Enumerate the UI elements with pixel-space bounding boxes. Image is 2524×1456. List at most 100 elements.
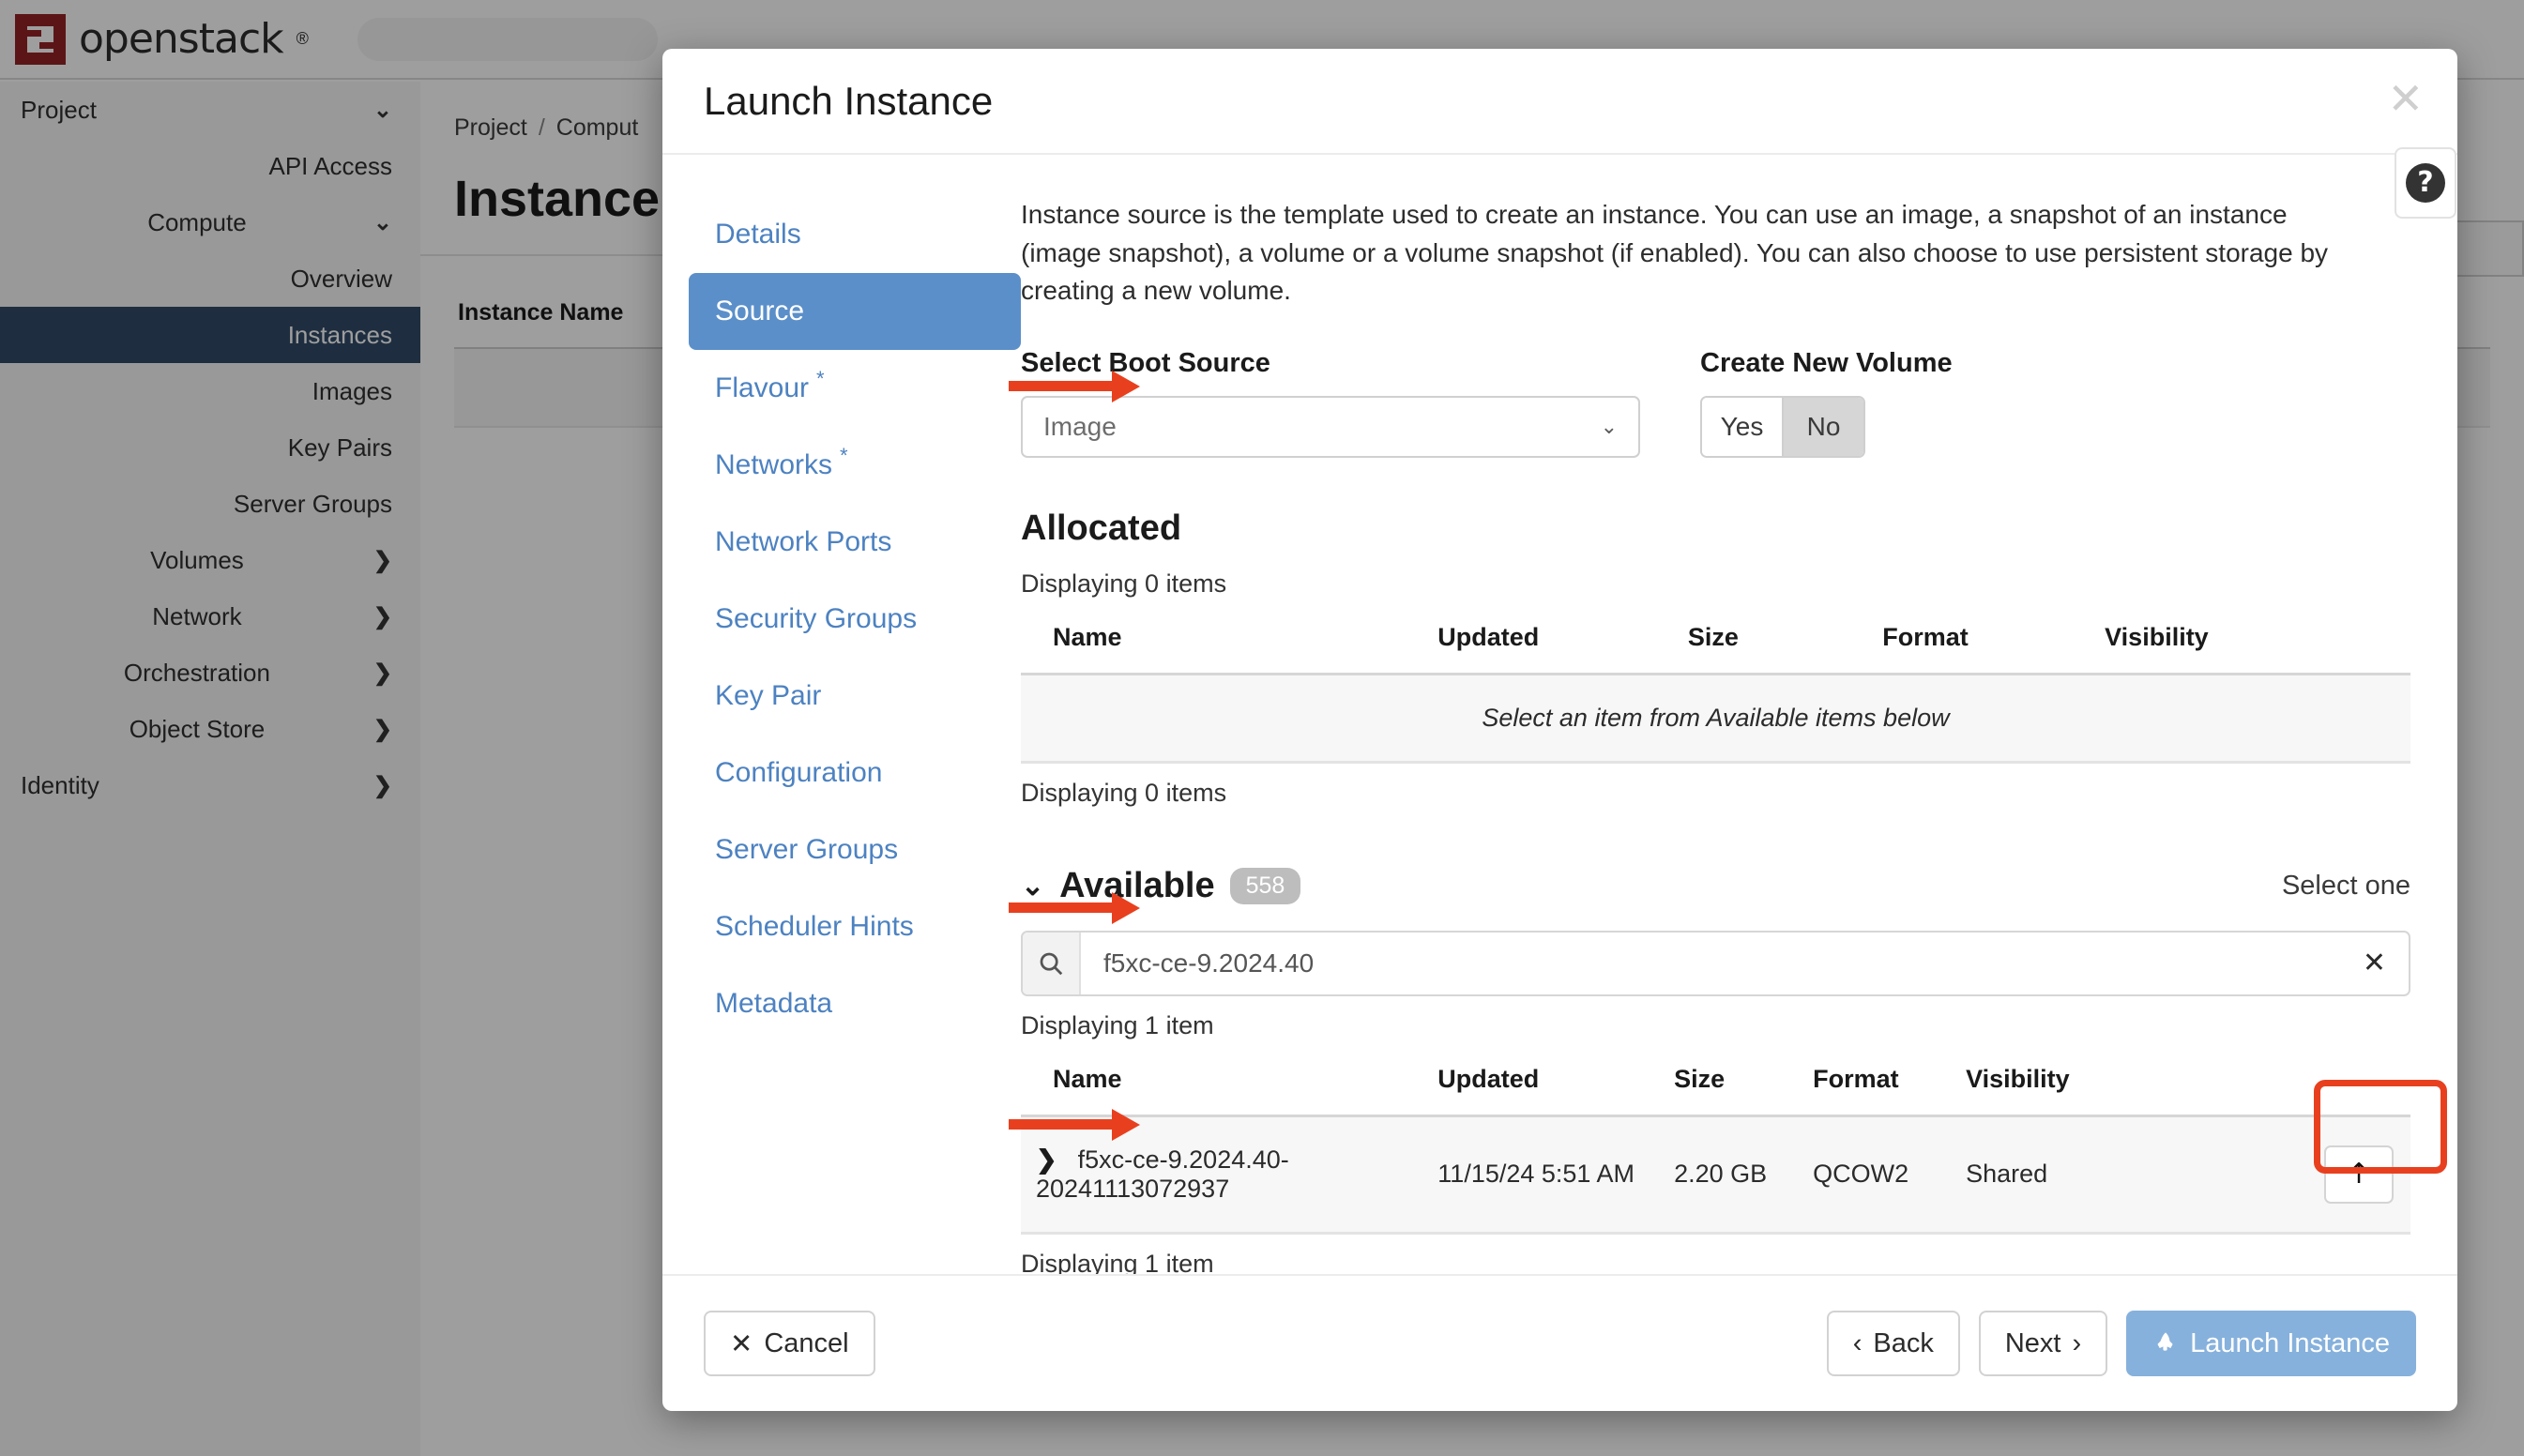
dialog-body: Details Source Flavour * Networks * Netw… <box>662 155 2457 1274</box>
sidebar-item-identity[interactable]: Identity ❯ <box>0 757 420 813</box>
sidebar-item-volumes[interactable]: Volumes ❯ <box>0 532 420 588</box>
available-count-badge: 558 <box>1229 867 1301 904</box>
sidebar-item-label: Overview <box>290 264 392 293</box>
image-visibility: Shared <box>1966 1115 2189 1235</box>
back-button[interactable]: ‹ Back <box>1826 1311 1960 1376</box>
cancel-button[interactable]: ✕ Cancel <box>704 1311 875 1376</box>
column-header-format: Format <box>1813 1054 1967 1117</box>
sidebar-item-label: Compute <box>147 207 247 236</box>
tab-network-ports[interactable]: Network Ports <box>689 504 1021 581</box>
next-button[interactable]: Next › <box>1978 1311 2108 1376</box>
chevron-right-icon[interactable]: ❯ <box>1036 1145 1057 1174</box>
column-header-name: Name <box>1021 1054 1438 1117</box>
chevron-right-icon: ❯ <box>373 603 392 629</box>
launch-instance-button[interactable]: Launch Instance <box>2126 1311 2416 1376</box>
arrow-to-search-field <box>1009 892 1140 924</box>
sidebar-item-label: Identity <box>21 770 99 799</box>
available-search[interactable]: f5xc-ce-9.2024.40 ✕ <box>1021 930 2410 996</box>
chevron-right-icon: › <box>2072 1327 2082 1358</box>
project-selector[interactable] <box>357 17 658 61</box>
allocated-title: Allocated <box>1021 508 1182 548</box>
sidebar-item-label: Network <box>152 601 242 630</box>
create-volume-no[interactable]: No <box>1784 397 1863 456</box>
chevron-left-icon: ‹ <box>1852 1327 1863 1358</box>
breadcrumb-root[interactable]: Project <box>454 114 527 141</box>
chevron-down-icon: ⌄ <box>373 209 392 235</box>
table-header-row: Name Updated Size Format Visibility <box>1021 1054 2410 1117</box>
column-header-size: Size <box>1687 613 1883 675</box>
sidebar-item-orchestration[interactable]: Orchestration ❯ <box>0 645 420 701</box>
sidebar: Project ⌄ API Access Compute ⌄ Overview … <box>0 82 420 1456</box>
image-size: 2.20 GB <box>1674 1115 1814 1235</box>
sidebar-item-label: Project <box>21 95 97 124</box>
image-updated: 11/15/24 5:51 AM <box>1437 1115 1675 1235</box>
sidebar-item-project[interactable]: Project ⌄ <box>0 82 420 138</box>
table-row[interactable]: ❯ f5xc-ce-9.2024.40-20241113072937 11/15/… <box>1021 1115 2410 1235</box>
search-input[interactable]: f5xc-ce-9.2024.40 <box>1103 948 1315 978</box>
tab-scheduler-hints[interactable]: Scheduler Hints <box>689 888 1021 965</box>
create-volume-toggle[interactable]: Yes No <box>1700 395 1865 458</box>
create-volume-yes[interactable]: Yes <box>1702 397 1784 456</box>
boot-source-select[interactable]: Image ⌄ <box>1021 395 1640 458</box>
cancel-label: Cancel <box>764 1327 849 1358</box>
available-header-left[interactable]: ⌄ Available 558 <box>1021 866 1301 906</box>
source-controls: Select Boot Source Image ⌄ Create New Vo… <box>1021 348 2410 458</box>
required-marker-icon: * <box>840 444 848 467</box>
tab-details[interactable]: Details <box>689 196 1021 273</box>
launch-label: Launch Instance <box>2190 1327 2390 1358</box>
sidebar-item-label: Key Pairs <box>287 432 392 462</box>
allocated-count-top: Displaying 0 items <box>1021 569 1227 598</box>
available-count-bottom: Displaying 1 item <box>1021 1249 1214 1274</box>
available-table: Name Updated Size Format Visibility ❯ f5x… <box>1021 1054 2410 1235</box>
tab-configuration[interactable]: Configuration <box>689 735 1021 811</box>
required-marker-icon: * <box>816 367 825 390</box>
sidebar-item-label: Instances <box>287 320 392 349</box>
tab-server-groups[interactable]: Server Groups <box>689 811 1021 888</box>
sidebar-item-network[interactable]: Network ❯ <box>0 588 420 645</box>
chevron-down-icon: ⌄ <box>1600 414 1618 438</box>
tab-label: Networks <box>715 449 833 480</box>
highlight-allocate-button <box>2314 1080 2447 1174</box>
brand-name: openstack <box>79 15 284 63</box>
chevron-down-icon[interactable]: ⌄ <box>1021 870 1045 902</box>
close-icon[interactable]: ✕ <box>2387 73 2424 124</box>
sidebar-item-label: API Access <box>268 151 393 180</box>
source-description: Instance source is the template used to … <box>1021 200 2329 306</box>
sidebar-item-images[interactable]: Images <box>0 363 420 419</box>
table-header-row: Name Updated Size Format Visibility <box>1021 613 2410 675</box>
sidebar-item-object-store[interactable]: Object Store ❯ <box>0 701 420 757</box>
sidebar-item-label: Object Store <box>129 714 266 743</box>
boot-source-value: Image <box>1043 411 1117 441</box>
sidebar-item-server-groups[interactable]: Server Groups <box>0 476 420 532</box>
tab-label: Details <box>715 219 801 250</box>
image-name: f5xc-ce-9.2024.40-20241113072937 <box>1036 1145 1289 1203</box>
tab-source[interactable]: Source <box>689 273 1021 350</box>
column-header-updated: Updated <box>1437 613 1688 675</box>
tab-networks[interactable]: Networks * <box>689 427 1021 504</box>
tab-security-groups[interactable]: Security Groups <box>689 581 1021 658</box>
next-label: Next <box>2004 1327 2061 1358</box>
help-icon: ? <box>2406 163 2445 203</box>
available-header: ⌄ Available 558 Select one <box>1021 866 2410 906</box>
arrow-up-icon[interactable]: ↑ <box>2324 1145 2394 1204</box>
breadcrumb-second[interactable]: Comput <box>555 114 639 141</box>
tab-label: Flavour <box>715 372 810 403</box>
boot-source-label: Select Boot Source <box>1021 347 1270 378</box>
sidebar-item-instances[interactable]: Instances <box>0 307 420 363</box>
arrow-to-boot-source <box>1009 371 1140 402</box>
sidebar-item-compute[interactable]: Compute ⌄ <box>0 194 420 250</box>
available-count-top: Displaying 1 item <box>1021 1010 1214 1039</box>
sidebar-item-overview[interactable]: Overview <box>0 250 420 307</box>
tab-key-pair[interactable]: Key Pair <box>689 658 1021 735</box>
brand-logo[interactable]: openstack ® <box>0 13 309 65</box>
sidebar-item-key-pairs[interactable]: Key Pairs <box>0 419 420 476</box>
footer-actions: ‹ Back Next › Launch Instance <box>1826 1311 2416 1376</box>
sidebar-item-api-access[interactable]: API Access <box>0 138 420 194</box>
breadcrumb-separator: / <box>538 114 545 141</box>
clear-icon[interactable]: ✕ <box>2362 947 2386 980</box>
help-button[interactable]: ? <box>2395 147 2456 219</box>
tab-flavour[interactable]: Flavour * <box>689 350 1021 427</box>
tab-metadata[interactable]: Metadata <box>689 965 1021 1042</box>
column-header-visibility: Visibility <box>1966 1054 2189 1117</box>
tab-label: Security Groups <box>715 603 918 634</box>
